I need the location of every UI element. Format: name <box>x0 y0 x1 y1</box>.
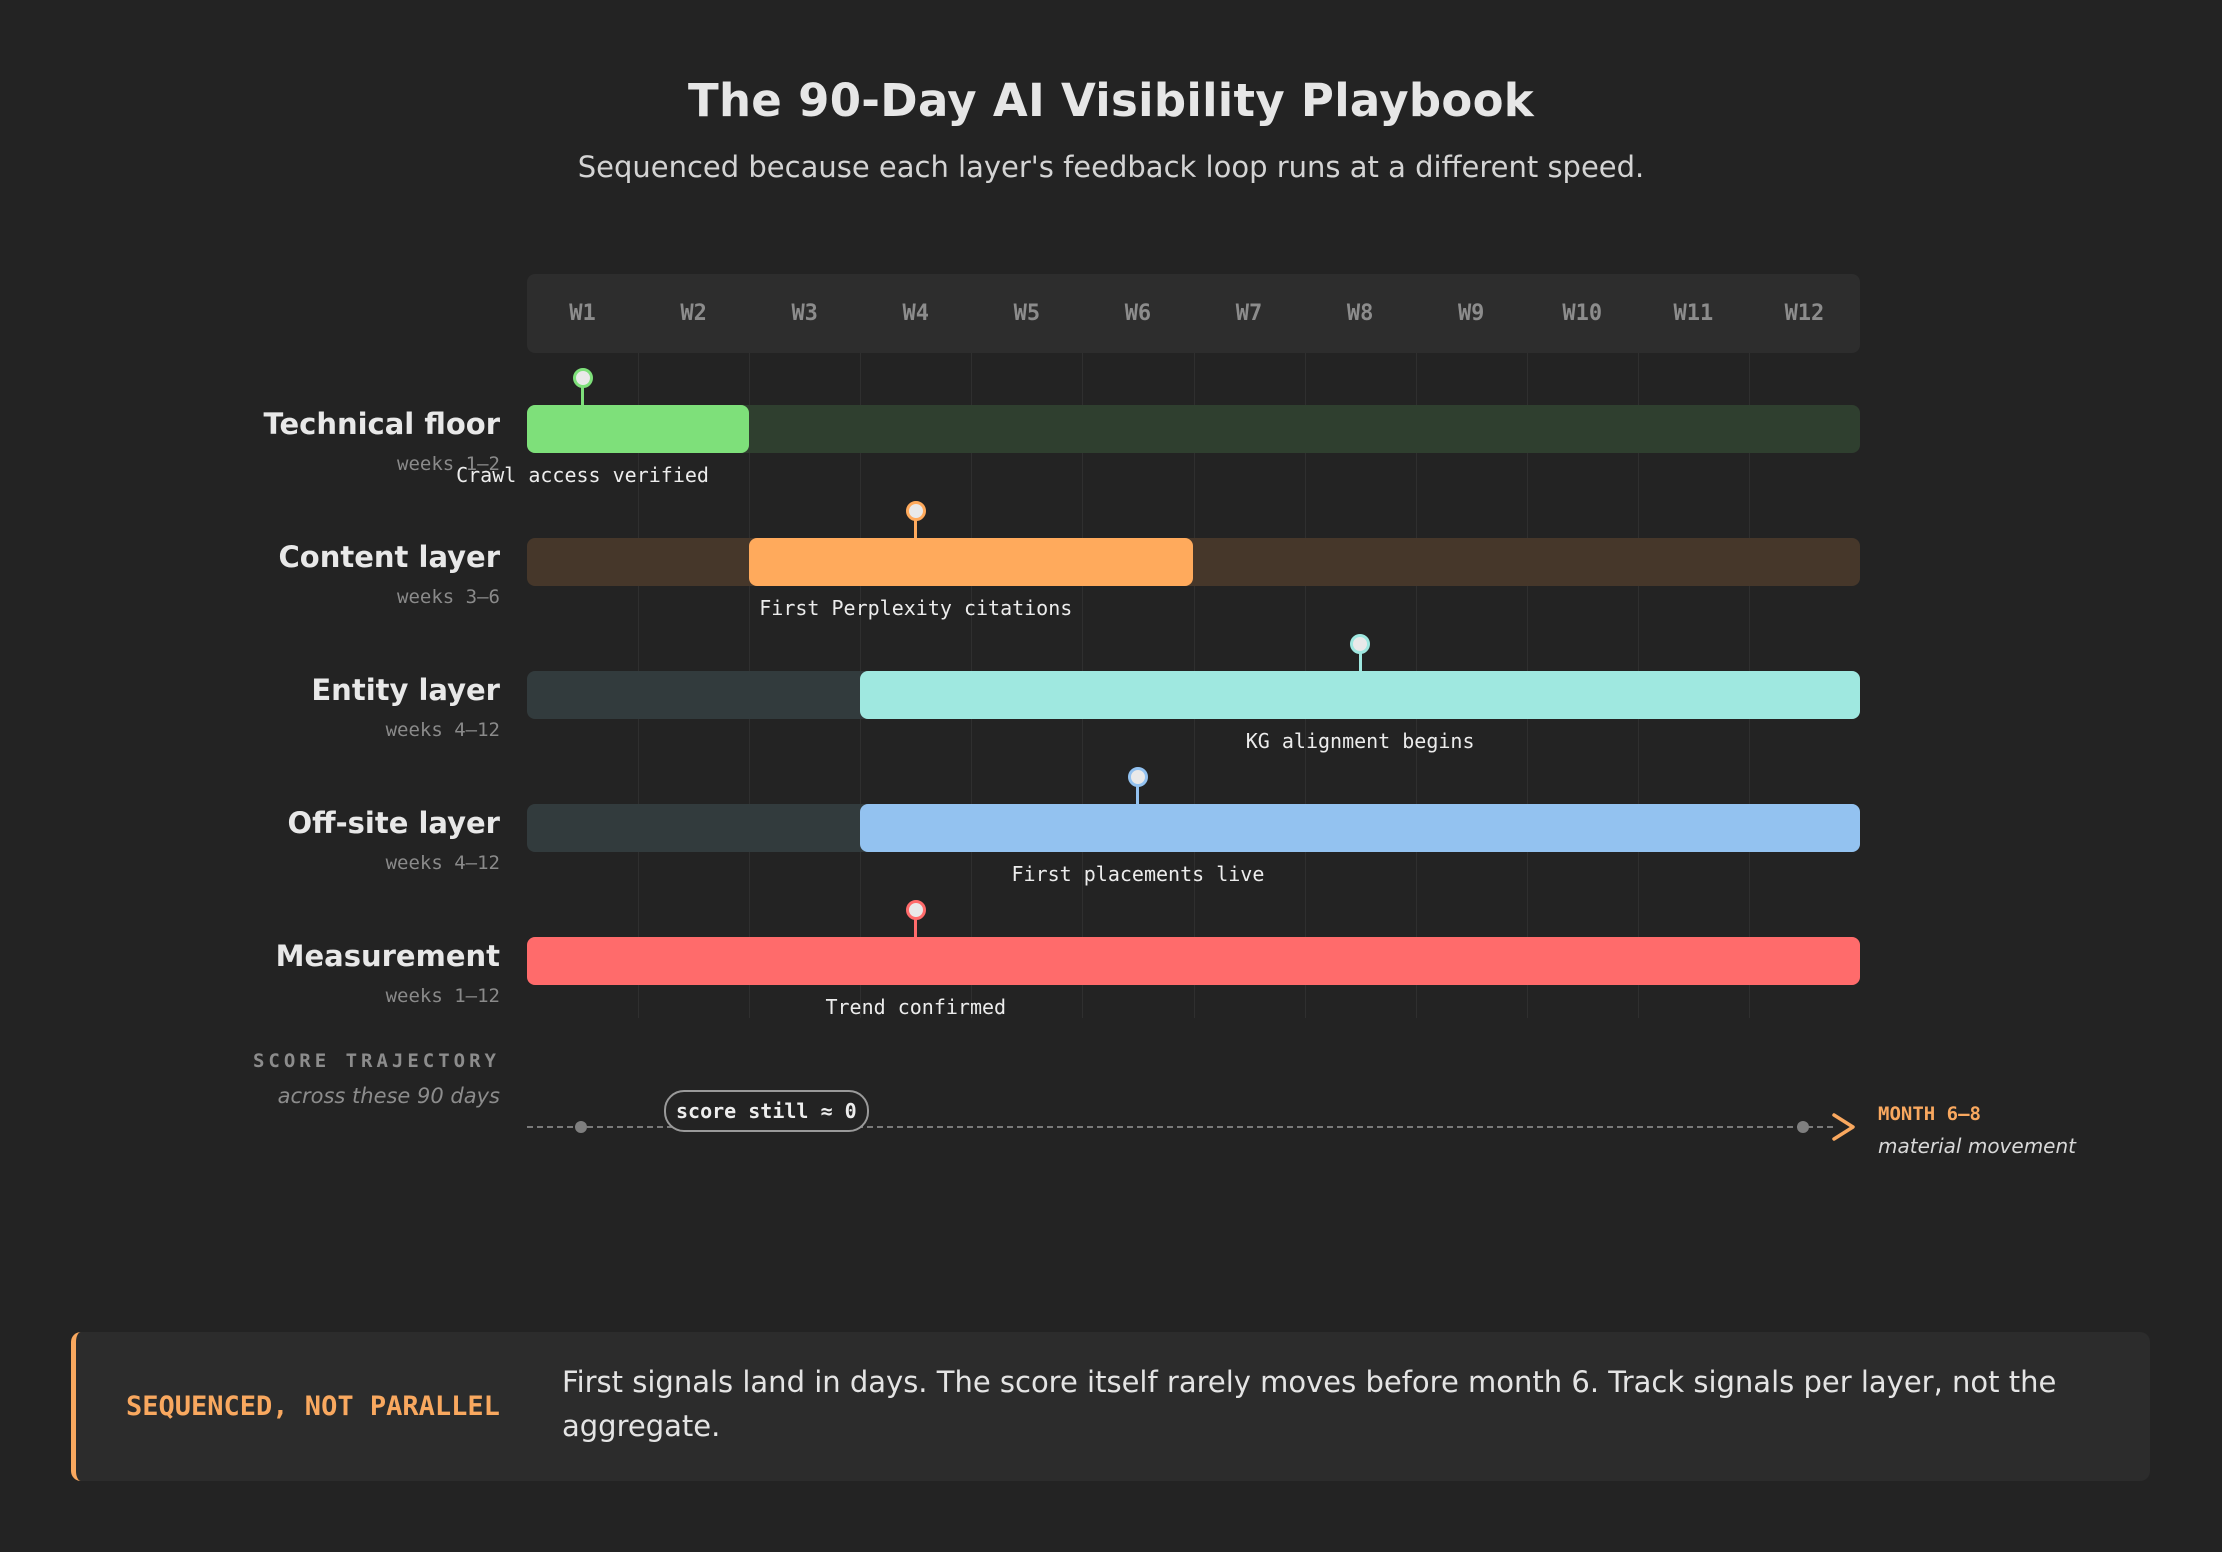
row-sublabel: weeks 4–12 <box>385 719 500 741</box>
row-label: Off-site layer <box>287 806 500 840</box>
month-label: MONTH 6–8 <box>1878 1103 1981 1125</box>
milestone-pin-icon <box>1350 634 1371 654</box>
trajectory-line <box>527 1126 1833 1128</box>
week-label: W2 <box>680 301 707 326</box>
week-label: W3 <box>791 301 818 326</box>
milestone-pin-line <box>1358 653 1362 671</box>
row-label: Technical floor <box>263 407 500 441</box>
milestone-pin-icon <box>572 368 593 388</box>
callout-label: SEQUENCED, NOT PARALLEL <box>126 1391 500 1422</box>
page-subtitle: Sequenced because each layer's feedback … <box>577 150 1645 184</box>
week-label: W5 <box>1013 301 1041 326</box>
milestone-pin-line <box>1136 786 1140 804</box>
trajectory-title: SCORE TRAJECTORY <box>252 1050 500 1072</box>
milestone-label: KG alignment begins <box>1245 729 1475 753</box>
row-label: Content layer <box>278 540 500 574</box>
milestone-pin-line <box>581 387 585 405</box>
row-bar <box>527 405 750 453</box>
row-track <box>527 538 1860 586</box>
trajectory-subtitle: across these 90 days <box>277 1084 500 1108</box>
row-label: Entity layer <box>311 673 500 707</box>
milestone-pin-icon <box>1127 767 1148 787</box>
score-pill: score still ≈ 0 <box>664 1090 869 1132</box>
milestone-pin-icon <box>905 900 926 920</box>
milestone-label: Crawl access verified <box>456 463 709 487</box>
week-label: W4 <box>902 301 930 326</box>
trajectory-start-dot <box>575 1121 587 1133</box>
week-label: W10 <box>1562 301 1603 326</box>
milestone-label: First Perplexity citations <box>759 596 1073 620</box>
week-label: W9 <box>1457 301 1485 326</box>
row-sublabel: weeks 1–12 <box>385 985 500 1007</box>
row-bar <box>749 538 1194 586</box>
week-header: W1 W2 W3 W4 W5 W6 W7 W8 W9 W10 W11 W12 <box>527 274 1860 353</box>
page-title: The 90-Day AI Visibility Playbook <box>687 74 1535 127</box>
trajectory-end-dot <box>1797 1121 1809 1133</box>
milestone-label: First placements live <box>1011 862 1265 886</box>
row-sublabel: weeks 4–12 <box>385 852 500 874</box>
week-label: W1 <box>569 301 596 326</box>
row-bar <box>527 937 1860 985</box>
callout-box: SEQUENCED, NOT PARALLEL First signals la… <box>71 1332 2150 1481</box>
row-track <box>527 405 1860 453</box>
row-sublabel: weeks 1–2 <box>397 453 500 475</box>
row-sublabel: weeks 3–6 <box>397 586 500 608</box>
row-bar <box>860 671 1860 719</box>
week-label: W8 <box>1346 301 1374 326</box>
week-label: W12 <box>1784 301 1825 326</box>
milestone-label: Trend confirmed <box>825 995 1007 1019</box>
milestone-pin-line <box>914 520 918 538</box>
week-label: W6 <box>1124 301 1152 326</box>
row-label: Measurement <box>275 939 500 973</box>
row-bar <box>860 804 1860 852</box>
callout-text: First signals land in days. The score it… <box>562 1365 2057 1443</box>
month-sublabel: material movement <box>1878 1134 2076 1158</box>
week-label: W7 <box>1235 301 1263 326</box>
arrow-right-icon <box>1832 1113 1855 1141</box>
milestone-pin-line <box>914 919 918 937</box>
week-label: W11 <box>1673 301 1714 326</box>
milestone-pin-icon <box>905 501 926 521</box>
